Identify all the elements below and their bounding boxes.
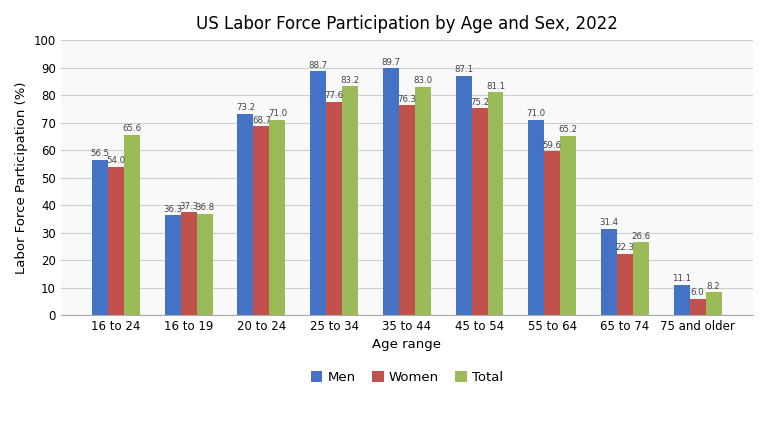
Text: 22.3: 22.3 (615, 243, 634, 252)
Text: 65.2: 65.2 (558, 125, 578, 135)
Bar (617, 254, 633, 315)
Text: 75.2: 75.2 (470, 98, 489, 107)
Bar (108, 167, 124, 315)
Text: 6.0: 6.0 (690, 288, 704, 297)
Bar (343, 86, 358, 315)
Bar (560, 136, 576, 315)
Text: 68.7: 68.7 (252, 116, 271, 125)
Text: 77.6: 77.6 (325, 91, 344, 100)
Text: 11.1: 11.1 (672, 274, 691, 283)
Text: 76.3: 76.3 (397, 95, 416, 104)
Text: 87.1: 87.1 (454, 65, 473, 74)
Bar (326, 102, 343, 315)
Text: 65.6: 65.6 (123, 124, 141, 133)
Bar (690, 299, 706, 315)
Bar (165, 215, 180, 315)
Title: US Labor Force Participation by Age and Sex, 2022: US Labor Force Participation by Age and … (196, 15, 617, 33)
X-axis label: Age range: Age range (372, 338, 442, 351)
Text: 89.7: 89.7 (382, 58, 400, 67)
Bar (415, 87, 431, 315)
Text: 73.2: 73.2 (236, 103, 255, 112)
Bar (310, 71, 326, 315)
Text: 31.4: 31.4 (599, 218, 618, 227)
Text: 83.2: 83.2 (340, 76, 359, 85)
Text: 59.6: 59.6 (543, 141, 561, 150)
Text: 54.0: 54.0 (107, 156, 126, 165)
Bar (237, 114, 253, 315)
Bar (488, 92, 504, 315)
Text: 88.7: 88.7 (309, 61, 328, 70)
Text: 81.1: 81.1 (486, 82, 505, 91)
Text: 71.0: 71.0 (527, 109, 546, 119)
Bar (601, 229, 617, 315)
Y-axis label: Labor Force Participation (%): Labor Force Participation (%) (15, 81, 28, 274)
Text: 56.5: 56.5 (91, 149, 110, 158)
Bar (472, 108, 488, 315)
Text: 83.0: 83.0 (413, 76, 432, 86)
Bar (197, 214, 213, 315)
Text: 71.0: 71.0 (268, 109, 287, 119)
Bar (706, 292, 721, 315)
Text: 37.3: 37.3 (179, 202, 198, 211)
Bar (180, 213, 197, 315)
Bar (399, 105, 415, 315)
Bar (633, 242, 649, 315)
Bar (545, 151, 560, 315)
Text: 26.6: 26.6 (631, 232, 650, 240)
Text: 36.8: 36.8 (195, 203, 214, 213)
Bar (270, 120, 286, 315)
Bar (92, 160, 108, 315)
Legend: Men, Women, Total: Men, Women, Total (306, 366, 508, 389)
Bar (383, 68, 399, 315)
Bar (528, 120, 545, 315)
Bar (253, 126, 270, 315)
Bar (674, 284, 690, 315)
Bar (124, 135, 140, 315)
Text: 36.3: 36.3 (164, 205, 182, 214)
Text: 8.2: 8.2 (707, 282, 720, 291)
Bar (455, 75, 472, 315)
